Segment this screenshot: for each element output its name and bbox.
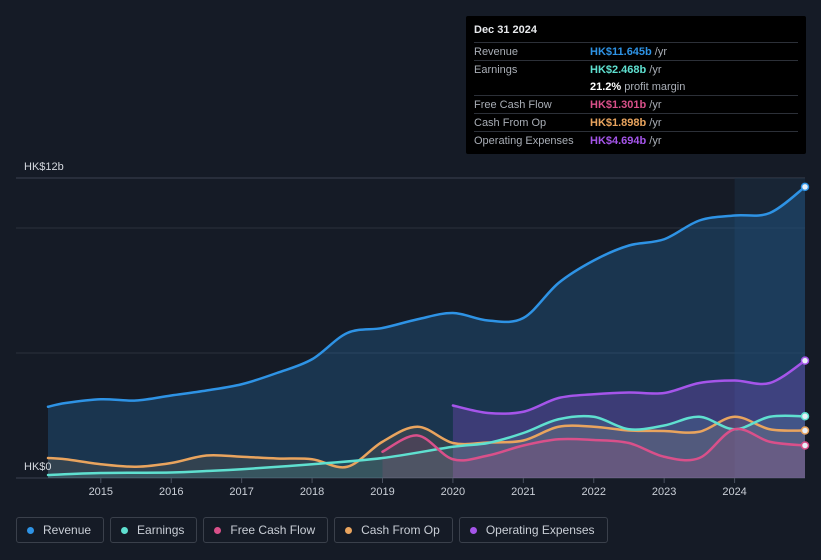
tooltip-row: Operating Expenses HK$4.694b/yr bbox=[474, 131, 798, 149]
x-tick-label-2023: 2023 bbox=[652, 486, 676, 498]
x-axis-ticks: 2015 2016 2017 2018 2019 2020 2021 2022 2023 2024 bbox=[89, 478, 747, 498]
tooltip-row-name: Free Cash Flow bbox=[474, 99, 552, 111]
x-tick-label-2018: 2018 bbox=[300, 486, 324, 498]
x-tick-label-2015: 2015 bbox=[89, 486, 113, 498]
operating-expenses-area bbox=[452, 360, 805, 478]
x-tick-label-2019: 2019 bbox=[370, 486, 394, 498]
tooltip-row-value: HK$11.645b bbox=[590, 46, 652, 58]
series-lines bbox=[46, 185, 807, 477]
free-cash-flow-area bbox=[382, 428, 805, 478]
legend-label: Revenue bbox=[43, 523, 92, 537]
operating-expenses-line bbox=[451, 359, 807, 415]
operating-expenses-end-point bbox=[800, 356, 810, 365]
y-axis-bottom-label: HK$0 bbox=[24, 461, 52, 473]
free-cash-flow-end-point bbox=[800, 441, 810, 450]
cash-from-op-line bbox=[46, 415, 807, 469]
tooltip-row: Free Cash Flow HK$1.301b/yr bbox=[474, 95, 798, 113]
series-endpoints bbox=[800, 182, 810, 450]
tooltip-row-value: HK$1.301b bbox=[590, 99, 647, 111]
tooltip-row-value: HK$2.468b bbox=[590, 64, 647, 76]
legend-label: Cash From Op bbox=[361, 523, 440, 537]
tooltip-row-unit: /yr bbox=[649, 99, 662, 111]
legend-dot-icon bbox=[27, 526, 34, 534]
tooltip-row-name: Cash From Op bbox=[474, 117, 547, 129]
tooltip-row-value: HK$4.694b bbox=[590, 135, 647, 147]
earnings-line bbox=[46, 414, 807, 477]
legend-item-operating-expenses[interactable]: Operating Expenses bbox=[458, 517, 608, 543]
earnings-area bbox=[48, 415, 805, 478]
tooltip-date: Dec 31 2024 bbox=[474, 24, 537, 36]
revenue-line bbox=[46, 185, 807, 408]
x-tick-label-2022: 2022 bbox=[582, 486, 606, 498]
tooltip-row: Revenue HK$11.645b/yr bbox=[474, 42, 798, 60]
tooltip: Dec 31 2024 Revenue HK$11.645b/yr Earnings… bbox=[466, 16, 806, 154]
earnings-end-point bbox=[800, 412, 810, 421]
tooltip-row-name: Revenue bbox=[474, 46, 519, 58]
x-tick-label-2020: 2020 bbox=[441, 486, 465, 498]
legend-item-revenue[interactable]: Revenue bbox=[16, 517, 105, 543]
cash-from-op-area bbox=[48, 416, 805, 478]
legend-label: Earnings bbox=[137, 523, 185, 537]
x-tick-label-2016: 2016 bbox=[159, 486, 183, 498]
tooltip-row: 21.2% profit margin bbox=[474, 78, 798, 95]
tooltip-row-unit: /yr bbox=[649, 64, 662, 76]
x-tick-label-2021: 2021 bbox=[511, 486, 535, 498]
x-tick-label-2017: 2017 bbox=[229, 486, 253, 498]
y-axis-top-label: HK$12b bbox=[24, 161, 64, 173]
tooltip-row-name: Earnings bbox=[474, 64, 518, 76]
gridlines bbox=[16, 177, 805, 479]
legend-dot-icon bbox=[214, 526, 222, 534]
series-areas bbox=[48, 186, 805, 478]
tooltip-row-unit: /yr bbox=[649, 135, 662, 147]
tooltip-row-unit: /yr bbox=[649, 117, 662, 129]
tooltip-row-name: Operating Expenses bbox=[474, 135, 574, 147]
legend-dot-icon bbox=[121, 526, 129, 534]
tooltip-row-value: 21.2% bbox=[590, 81, 622, 93]
free-cash-flow-line bbox=[381, 427, 807, 462]
tooltip-row-unit: /yr bbox=[654, 46, 667, 58]
legend-dot-icon bbox=[469, 526, 477, 534]
tooltip-rows: Revenue HK$11.645b/yr Earnings HK$2.468b/yr… bbox=[474, 42, 798, 149]
legend-label: Operating Expenses bbox=[485, 523, 595, 537]
legend-label: Free Cash Flow bbox=[230, 523, 316, 537]
revenue-area bbox=[48, 186, 805, 478]
legend-item-free-cash-flow[interactable]: Free Cash Flow bbox=[203, 517, 329, 543]
tooltip-row-value: HK$1.898b bbox=[590, 117, 647, 129]
revenue-end-point bbox=[800, 182, 810, 192]
legend-dot-icon bbox=[345, 526, 353, 534]
legend-item-earnings[interactable]: Earnings bbox=[110, 517, 198, 543]
tooltip-row: Cash From Op HK$1.898b/yr bbox=[474, 113, 798, 131]
tooltip-row-unit: profit margin bbox=[624, 81, 686, 93]
x-tick-label-2024: 2024 bbox=[722, 486, 746, 498]
legend: Revenue Earnings Free Cash Flow Cash From O… bbox=[16, 517, 608, 545]
legend-item-cash-from-op[interactable]: Cash From Op bbox=[334, 517, 453, 543]
tooltip-row: Earnings HK$2.468b/yr bbox=[474, 60, 798, 78]
cash-from-op-end-point bbox=[800, 426, 810, 435]
